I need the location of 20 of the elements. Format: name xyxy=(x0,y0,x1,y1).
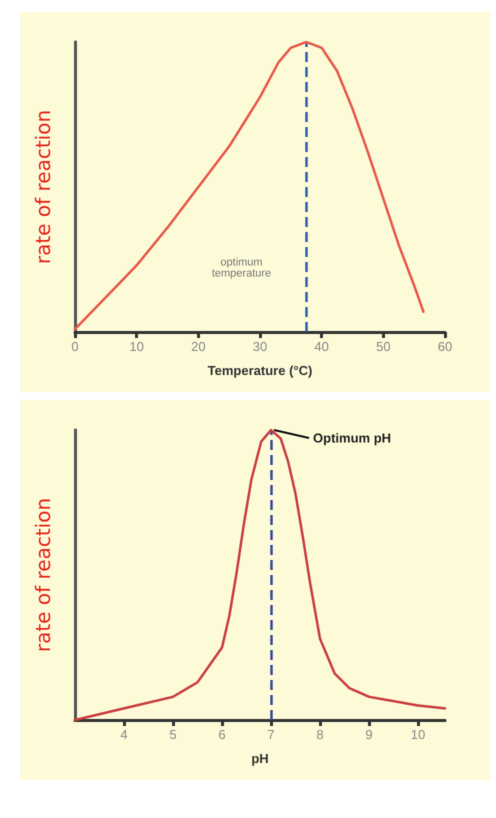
x-tick-label: 30 xyxy=(252,339,268,354)
x-tick-label: 10 xyxy=(129,339,144,354)
x-tick-label: 5 xyxy=(169,727,177,742)
x-tick-label: 4 xyxy=(120,727,128,742)
x-tick-label: 7 xyxy=(267,727,275,742)
x-tick-label: 20 xyxy=(191,339,206,354)
annotation: optimum temperature xyxy=(212,256,272,280)
x-axis-title: pH xyxy=(251,751,269,766)
x-tick-label: 8 xyxy=(316,727,324,742)
annotation: Optimum pH xyxy=(313,430,392,446)
y-axis-title: rate of reaction xyxy=(31,110,55,264)
x-tick-label: 60 xyxy=(438,339,452,354)
x-tick-label: 40 xyxy=(314,339,329,354)
x-tick-label: 6 xyxy=(218,727,226,742)
x-tick-label: 10 xyxy=(410,727,426,742)
x-tick-label: 9 xyxy=(365,727,373,742)
y-axis-title: rate of reaction xyxy=(31,498,55,652)
x-tick-label: 50 xyxy=(376,339,391,354)
x-tick-label: 0 xyxy=(71,339,79,354)
x-axis-title: Temperature (°C) xyxy=(208,363,312,378)
